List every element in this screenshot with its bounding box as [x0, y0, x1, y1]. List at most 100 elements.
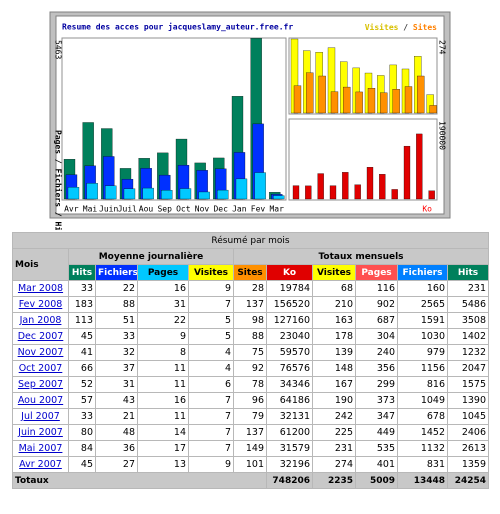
sites-bar: [330, 91, 339, 114]
table-cell: 2406: [446, 424, 490, 441]
table-cell: Mois: [12, 248, 69, 281]
table-cell: 32196: [266, 456, 313, 473]
table-cell: 748206: [266, 472, 313, 489]
month-link[interactable]: Juin 2007: [18, 427, 63, 438]
table-cell: Totaux: [12, 472, 267, 489]
table-cell: 7: [188, 424, 234, 441]
pages-bar: [123, 188, 136, 200]
table-cell: 687: [355, 312, 398, 329]
table-row: Mois Moyenne journalière Totaux mensuels: [12, 248, 490, 281]
table-cell: Résumé par mois: [11, 232, 490, 249]
table-cell: 1390: [446, 392, 490, 409]
table-cell: 137: [233, 424, 267, 441]
table-cell: 59570: [266, 344, 313, 361]
month-link[interactable]: Sep 2007: [17, 379, 64, 390]
pages-bar: [217, 189, 229, 200]
table-cell: Fichiers: [95, 264, 138, 281]
x-tick-label: Juil: [118, 205, 137, 214]
table-cell: 1575: [446, 376, 490, 393]
table-row: Jan 2008 113 51 22 5 98 127160 163 687 1591 3508: [12, 312, 490, 329]
table-row: Jul 2007 33 21 11 7 79 32131 242 347 678 1045: [12, 408, 490, 425]
table-cell: 98: [233, 312, 267, 329]
month-link[interactable]: Jul 2007: [21, 411, 60, 422]
table-cell: 183: [68, 296, 96, 313]
table-cell: 449: [355, 424, 398, 441]
table-cell: 2235: [312, 472, 356, 489]
table-cell: 1049: [397, 392, 448, 409]
table-cell: 210: [312, 296, 356, 313]
month-link[interactable]: Avr 2007: [19, 459, 62, 470]
table-cell: 7: [188, 408, 234, 425]
table-cell: 678: [397, 408, 448, 425]
left-panel: [61, 37, 287, 201]
month-link[interactable]: Oct 2007: [18, 363, 63, 374]
table-cell: Oct 2007: [12, 360, 69, 377]
bottom-right-panel: [288, 118, 438, 201]
bottom-right-max-label: 190000: [438, 121, 447, 150]
sites-bar: [306, 72, 314, 114]
table-cell: 240: [355, 344, 398, 361]
table-cell: 88: [233, 328, 267, 345]
month-link[interactable]: Nov 2007: [17, 347, 64, 358]
top-right-panel: [288, 37, 438, 115]
top-right-max-label: 274: [438, 40, 447, 55]
table-cell: 1359: [446, 456, 490, 473]
table-cell: 32: [95, 344, 138, 361]
table-cell: 401: [355, 456, 398, 473]
table-cell: 16: [137, 280, 189, 297]
table-cell: 79: [233, 408, 267, 425]
month-link[interactable]: Aou 2007: [17, 395, 64, 406]
sites-bar: [392, 89, 400, 114]
table-cell: 2047: [446, 360, 490, 377]
x-tick-label: Aou: [139, 205, 154, 214]
table-cell: Pages: [137, 264, 189, 281]
table-cell: 66: [68, 360, 96, 377]
table-cell: 80: [68, 424, 96, 441]
table-cell: Visites: [312, 264, 356, 281]
sites-bar: [318, 75, 326, 114]
table-row: Dec 2007 45 33 9 5 88 23040 178 304 1030 1402: [12, 328, 490, 345]
x-tick-label: Mai: [83, 205, 98, 214]
pages-bar: [142, 187, 154, 200]
x-tick-label: Fev: [251, 205, 266, 214]
table-row: Nov 2007 41 32 8 4 75 59570 139 240 979 1232: [12, 344, 490, 361]
table-cell: 101: [233, 456, 267, 473]
table-cell: 33: [95, 328, 138, 345]
table-cell: 21: [95, 408, 138, 425]
month-link[interactable]: Mar 2008: [17, 283, 64, 294]
table-cell: 68: [312, 280, 356, 297]
table-cell: Juin 2007: [12, 424, 69, 441]
table-row: Sep 2007 52 31 11 6 78 34346 167 299 816 1575: [12, 376, 490, 393]
table-row: Aou 2007 57 43 16 7 96 64186 190 373 1049 1390: [12, 392, 490, 409]
x-tick-label: Dec: [213, 205, 228, 214]
table-cell: 31579: [266, 440, 313, 457]
table-cell: 37: [95, 360, 138, 377]
sites-bar: [355, 91, 363, 114]
pages-bar: [273, 195, 285, 200]
table-row: Hits Fichiers Pages Visites Sites Ko Visites Pa…: [13, 264, 490, 281]
table-cell: 1045: [446, 408, 490, 425]
table-cell: 1232: [446, 344, 490, 361]
table-cell: 148: [312, 360, 356, 377]
table-cell: Visites: [188, 264, 234, 281]
ko-bar: [292, 185, 300, 200]
table-cell: 2565: [397, 296, 448, 313]
table-cell: 31: [95, 376, 138, 393]
table-cell: 11: [137, 360, 189, 377]
table-row: Mai 2007 84 36 17 7 149 31579 231 535 1132 2613: [12, 440, 490, 457]
table-cell: 5: [188, 312, 234, 329]
table-cell: 3508: [446, 312, 490, 329]
month-link[interactable]: Jan 2008: [19, 315, 62, 326]
table-cell: 1156: [397, 360, 448, 377]
table-cell: 5: [188, 328, 234, 345]
table-cell: 24254: [446, 472, 490, 489]
table-cell: 274: [312, 456, 356, 473]
pages-bar: [86, 183, 98, 200]
month-link[interactable]: Fev 2008: [18, 299, 63, 310]
month-link[interactable]: Dec 2007: [17, 331, 64, 342]
ko-bar: [317, 173, 324, 200]
x-tick-label: Juin: [99, 205, 118, 214]
chart-title: Resume des acces pour jacqueslamy_auteur…: [62, 22, 293, 32]
month-link[interactable]: Mai 2007: [18, 443, 63, 454]
pages-bar: [179, 188, 192, 200]
